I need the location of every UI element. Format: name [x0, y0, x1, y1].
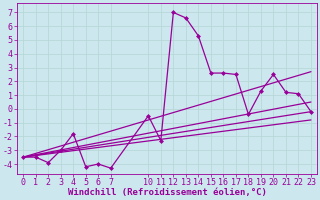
X-axis label: Windchill (Refroidissement éolien,°C): Windchill (Refroidissement éolien,°C)	[68, 188, 267, 197]
